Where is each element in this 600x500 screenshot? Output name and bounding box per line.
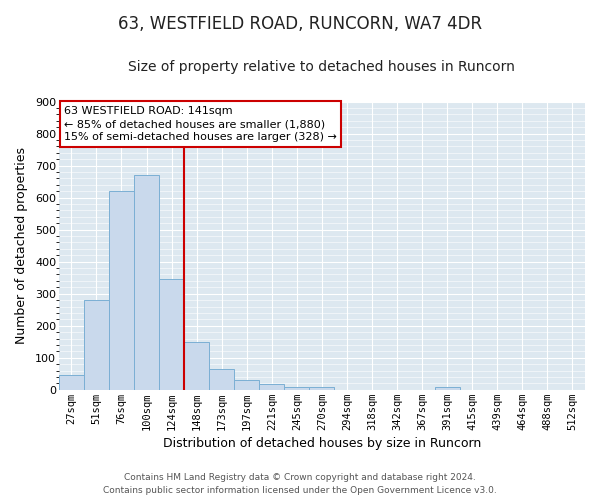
Bar bbox=[234, 380, 259, 390]
Y-axis label: Number of detached properties: Number of detached properties bbox=[15, 147, 28, 344]
Title: Size of property relative to detached houses in Runcorn: Size of property relative to detached ho… bbox=[128, 60, 515, 74]
Bar bbox=[134, 175, 159, 390]
X-axis label: Distribution of detached houses by size in Runcorn: Distribution of detached houses by size … bbox=[163, 437, 481, 450]
Bar bbox=[209, 369, 234, 390]
Bar bbox=[310, 386, 334, 390]
Text: 63, WESTFIELD ROAD, RUNCORN, WA7 4DR: 63, WESTFIELD ROAD, RUNCORN, WA7 4DR bbox=[118, 15, 482, 33]
Bar bbox=[159, 280, 184, 390]
Bar bbox=[109, 190, 134, 390]
Bar bbox=[434, 387, 460, 390]
Text: Contains HM Land Registry data © Crown copyright and database right 2024.
Contai: Contains HM Land Registry data © Crown c… bbox=[103, 473, 497, 495]
Text: 63 WESTFIELD ROAD: 141sqm
← 85% of detached houses are smaller (1,880)
15% of se: 63 WESTFIELD ROAD: 141sqm ← 85% of detac… bbox=[64, 106, 337, 142]
Bar bbox=[59, 376, 84, 390]
Bar bbox=[184, 342, 209, 390]
Bar bbox=[284, 386, 310, 390]
Bar bbox=[84, 300, 109, 390]
Bar bbox=[259, 384, 284, 390]
